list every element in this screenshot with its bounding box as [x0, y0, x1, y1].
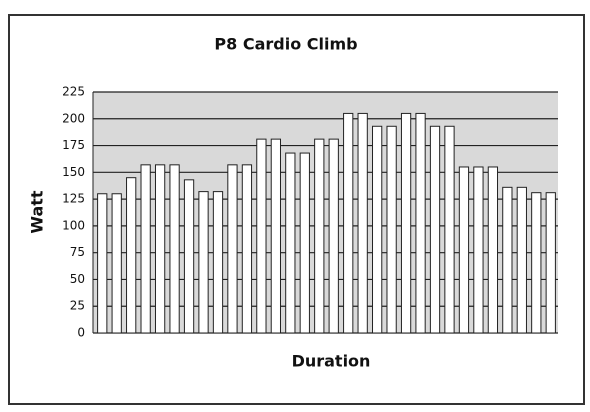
y-tick-label: 175: [62, 138, 85, 152]
bar: [415, 112, 426, 334]
y-tick-label: 225: [62, 85, 85, 99]
bar: [531, 192, 542, 334]
bar: [516, 186, 527, 334]
y-tick-label: 150: [62, 165, 85, 179]
bar: [285, 152, 296, 334]
y-tick-label: 50: [70, 272, 85, 286]
chart-title: P8 Cardio Climb: [214, 35, 357, 54]
bar: [400, 112, 412, 334]
bar: [256, 138, 267, 334]
bar: [357, 112, 368, 334]
bar: [169, 164, 180, 334]
bar: [140, 164, 151, 334]
y-tick-label: 200: [62, 111, 85, 125]
y-tick-label: 25: [70, 299, 85, 313]
bar: [458, 166, 470, 334]
bar: [198, 191, 209, 334]
bar: [212, 191, 224, 334]
bar: [183, 179, 195, 334]
bar: [328, 138, 339, 334]
x-axis-label: Duration: [292, 352, 371, 371]
bar: [314, 138, 325, 334]
bar: [372, 125, 383, 334]
bar: [545, 192, 556, 334]
y-tick-label: 125: [62, 192, 85, 206]
bar: [473, 166, 484, 334]
bar: [154, 164, 166, 334]
bar: [343, 112, 354, 334]
bar: [227, 164, 238, 334]
bar: [241, 164, 253, 334]
bar: [487, 166, 499, 334]
bar: [429, 125, 441, 334]
y-tick-label: 100: [62, 218, 85, 232]
bar: [386, 125, 397, 334]
y-axis-label: Watt: [28, 190, 47, 234]
bar: [126, 177, 137, 334]
bar: [299, 152, 310, 334]
bar: [97, 193, 108, 334]
bar: [111, 193, 122, 334]
y-tick-label: 75: [70, 245, 85, 259]
y-tick-label: 0: [77, 326, 85, 340]
bar: [502, 186, 513, 334]
bar: [270, 138, 281, 334]
bar: [444, 125, 455, 334]
